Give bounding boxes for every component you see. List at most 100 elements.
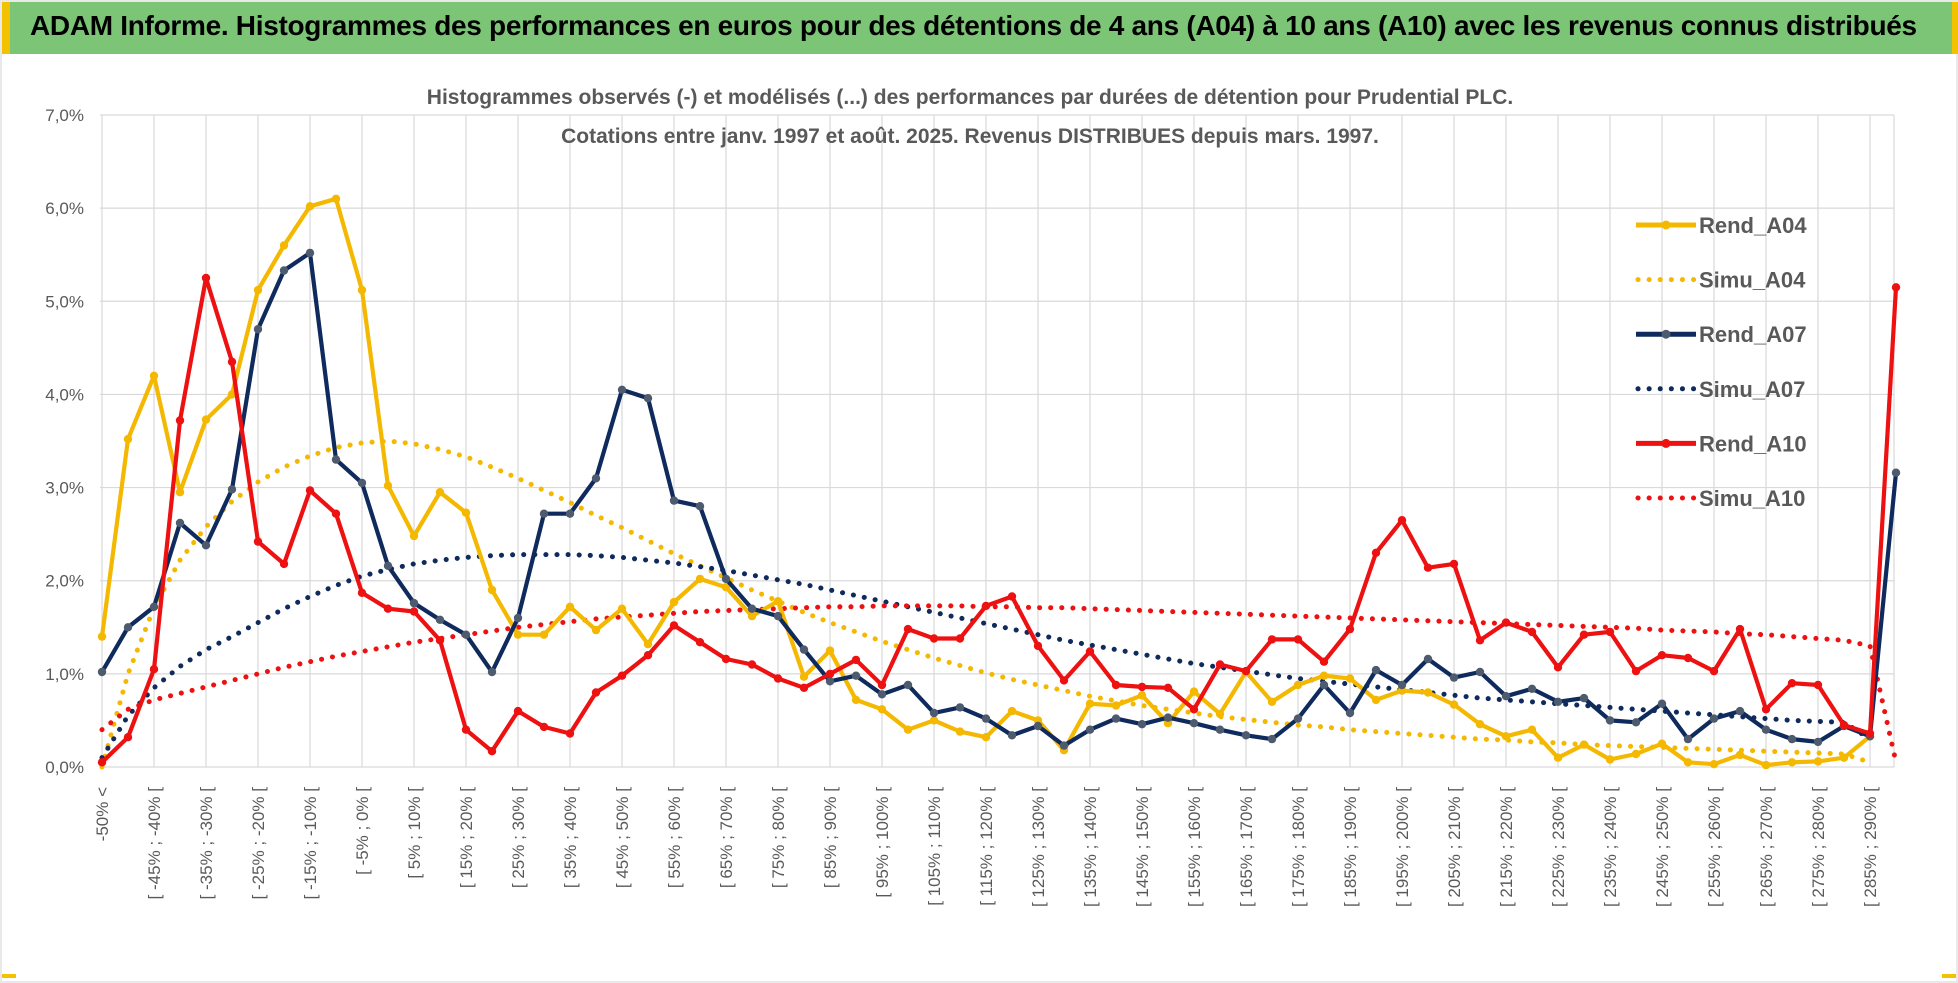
point-rend-a07: [1501, 692, 1511, 701]
point-rend-a07: [1163, 713, 1173, 722]
point-rend-a10: [513, 706, 523, 716]
point-rend-a04: [773, 597, 783, 606]
point-rend-a04: [1215, 709, 1225, 719]
point-rend-a07: [799, 645, 809, 654]
point-rend-a10: [279, 559, 289, 569]
point-rend-a07: [1397, 680, 1407, 690]
y-axis: 0,0% 1,0% 2,0% 3,0% 4,0% 5,0% 6,0% 7,0%: [45, 106, 84, 777]
x-tick-label: [ 245% ; 250% [: [1653, 787, 1672, 907]
x-tick-label: [ 65% ; 70% [: [717, 787, 736, 888]
point-rend-a04: [1449, 700, 1459, 709]
point-rend-a04: [1761, 760, 1771, 770]
point-rend-a07: [1579, 693, 1589, 703]
point-rend-a04: [825, 646, 835, 655]
point-rend-a07: [929, 708, 939, 718]
point-rend-a07: [1137, 720, 1147, 729]
x-tick-label: [ 115% ; 120% [: [977, 787, 996, 906]
point-rend-a10: [1371, 548, 1381, 557]
point-rend-a10: [1111, 680, 1121, 690]
y-tick-label: 3,0%: [45, 479, 84, 498]
point-rend-a04: [1267, 697, 1277, 706]
x-tick-label: [ -5% ; 0% [: [353, 787, 372, 875]
point-rend-a07: [123, 623, 133, 632]
point-rend-a04: [149, 371, 159, 380]
point-rend-a07: [1891, 468, 1901, 477]
point-rend-a04: [1579, 740, 1589, 749]
x-tick-label: [ 25% ; 30% [: [509, 787, 528, 888]
point-rend-a07: [617, 385, 627, 394]
point-rend-a10: [305, 486, 315, 495]
point-rend-a10: [1449, 559, 1459, 569]
point-rend-a04: [1137, 691, 1147, 700]
point-rend-a04: [669, 597, 679, 607]
point-rend-a10: [1397, 516, 1407, 525]
point-rend-a07: [487, 667, 497, 677]
point-rend-a10: [149, 665, 159, 674]
point-rend-a10: [253, 537, 263, 546]
point-rend-a10: [1787, 679, 1797, 688]
report-title: ADAM Informe. Histogrammes des performan…: [30, 10, 1917, 41]
point-rend-a10: [175, 416, 185, 425]
point-rend-a07: [279, 266, 289, 275]
point-rend-a10: [1605, 627, 1615, 637]
point-rend-a07: [1215, 725, 1225, 734]
point-rend-a10: [1553, 663, 1563, 672]
point-rend-a04: [1631, 749, 1641, 759]
x-axis: -50% < [ -45% ; -40% [[ -35% ; -30% [[ -2…: [93, 787, 1880, 907]
point-rend-a04: [487, 585, 497, 595]
point-rend-a10: [773, 674, 783, 683]
point-rend-a04: [227, 390, 237, 399]
point-rend-a10: [1033, 641, 1043, 651]
legend-marker-rend-a10: [1661, 438, 1671, 448]
legend-label-simu-a07: Simu_A07: [1699, 377, 1805, 402]
point-rend-a07: [1241, 731, 1251, 740]
point-rend-a10: [1475, 636, 1485, 645]
point-rend-a07: [1553, 697, 1563, 706]
point-rend-a10: [409, 607, 419, 616]
point-rend-a04: [1111, 701, 1121, 710]
point-rend-a10: [435, 636, 445, 645]
x-tick-label: [ 105% ; 110% [: [925, 787, 944, 906]
point-rend-a10: [825, 669, 835, 679]
point-rend-a04: [799, 672, 809, 681]
point-rend-a10: [591, 688, 601, 697]
point-rend-a10: [877, 680, 887, 690]
point-rend-a10: [643, 651, 653, 660]
point-rend-a07: [877, 690, 887, 699]
point-rend-a07: [591, 474, 601, 483]
legend-label-simu-a10: Simu_A10: [1699, 486, 1805, 511]
x-tick-label: [ -15% ; -10% [: [301, 787, 320, 900]
point-rend-a10: [1735, 624, 1745, 634]
point-rend-a04: [903, 725, 913, 734]
bottom-accent-left: [2, 974, 16, 978]
point-rend-a10: [903, 624, 913, 634]
point-rend-a10: [851, 655, 861, 665]
x-tick-label: [ 35% ; 40% [: [561, 787, 580, 888]
point-rend-a10: [97, 758, 107, 767]
point-rend-a10: [721, 654, 731, 664]
point-rend-a07: [409, 598, 419, 608]
x-tick-label: [ 285% ; 290% [: [1861, 787, 1880, 907]
y-tick-label: 7,0%: [45, 106, 84, 125]
x-tick-label: [ -25% ; -20% [: [249, 787, 268, 900]
point-rend-a04: [981, 733, 991, 742]
point-rend-a07: [383, 561, 393, 570]
point-rend-a04: [513, 630, 523, 639]
series-line-simu-a07: [99, 552, 1873, 761]
point-rend-a10: [1423, 563, 1433, 572]
y-tick-label: 1,0%: [45, 665, 84, 684]
point-rend-a04: [123, 434, 133, 444]
point-rend-a10: [1293, 635, 1303, 644]
point-rend-a07: [773, 611, 783, 621]
point-rend-a04: [565, 602, 575, 611]
point-rend-a07: [669, 496, 679, 505]
point-rend-a04: [721, 583, 731, 592]
point-rend-a07: [1371, 665, 1381, 675]
point-rend-a10: [1267, 635, 1277, 644]
point-rend-a07: [1111, 714, 1121, 723]
point-rend-a07: [903, 680, 913, 690]
legend-label-rend-a10: Rend_A10: [1699, 431, 1807, 456]
point-rend-a04: [1657, 739, 1667, 748]
point-rend-a04: [1371, 695, 1381, 705]
legend-marker-rend-a07: [1661, 329, 1671, 339]
